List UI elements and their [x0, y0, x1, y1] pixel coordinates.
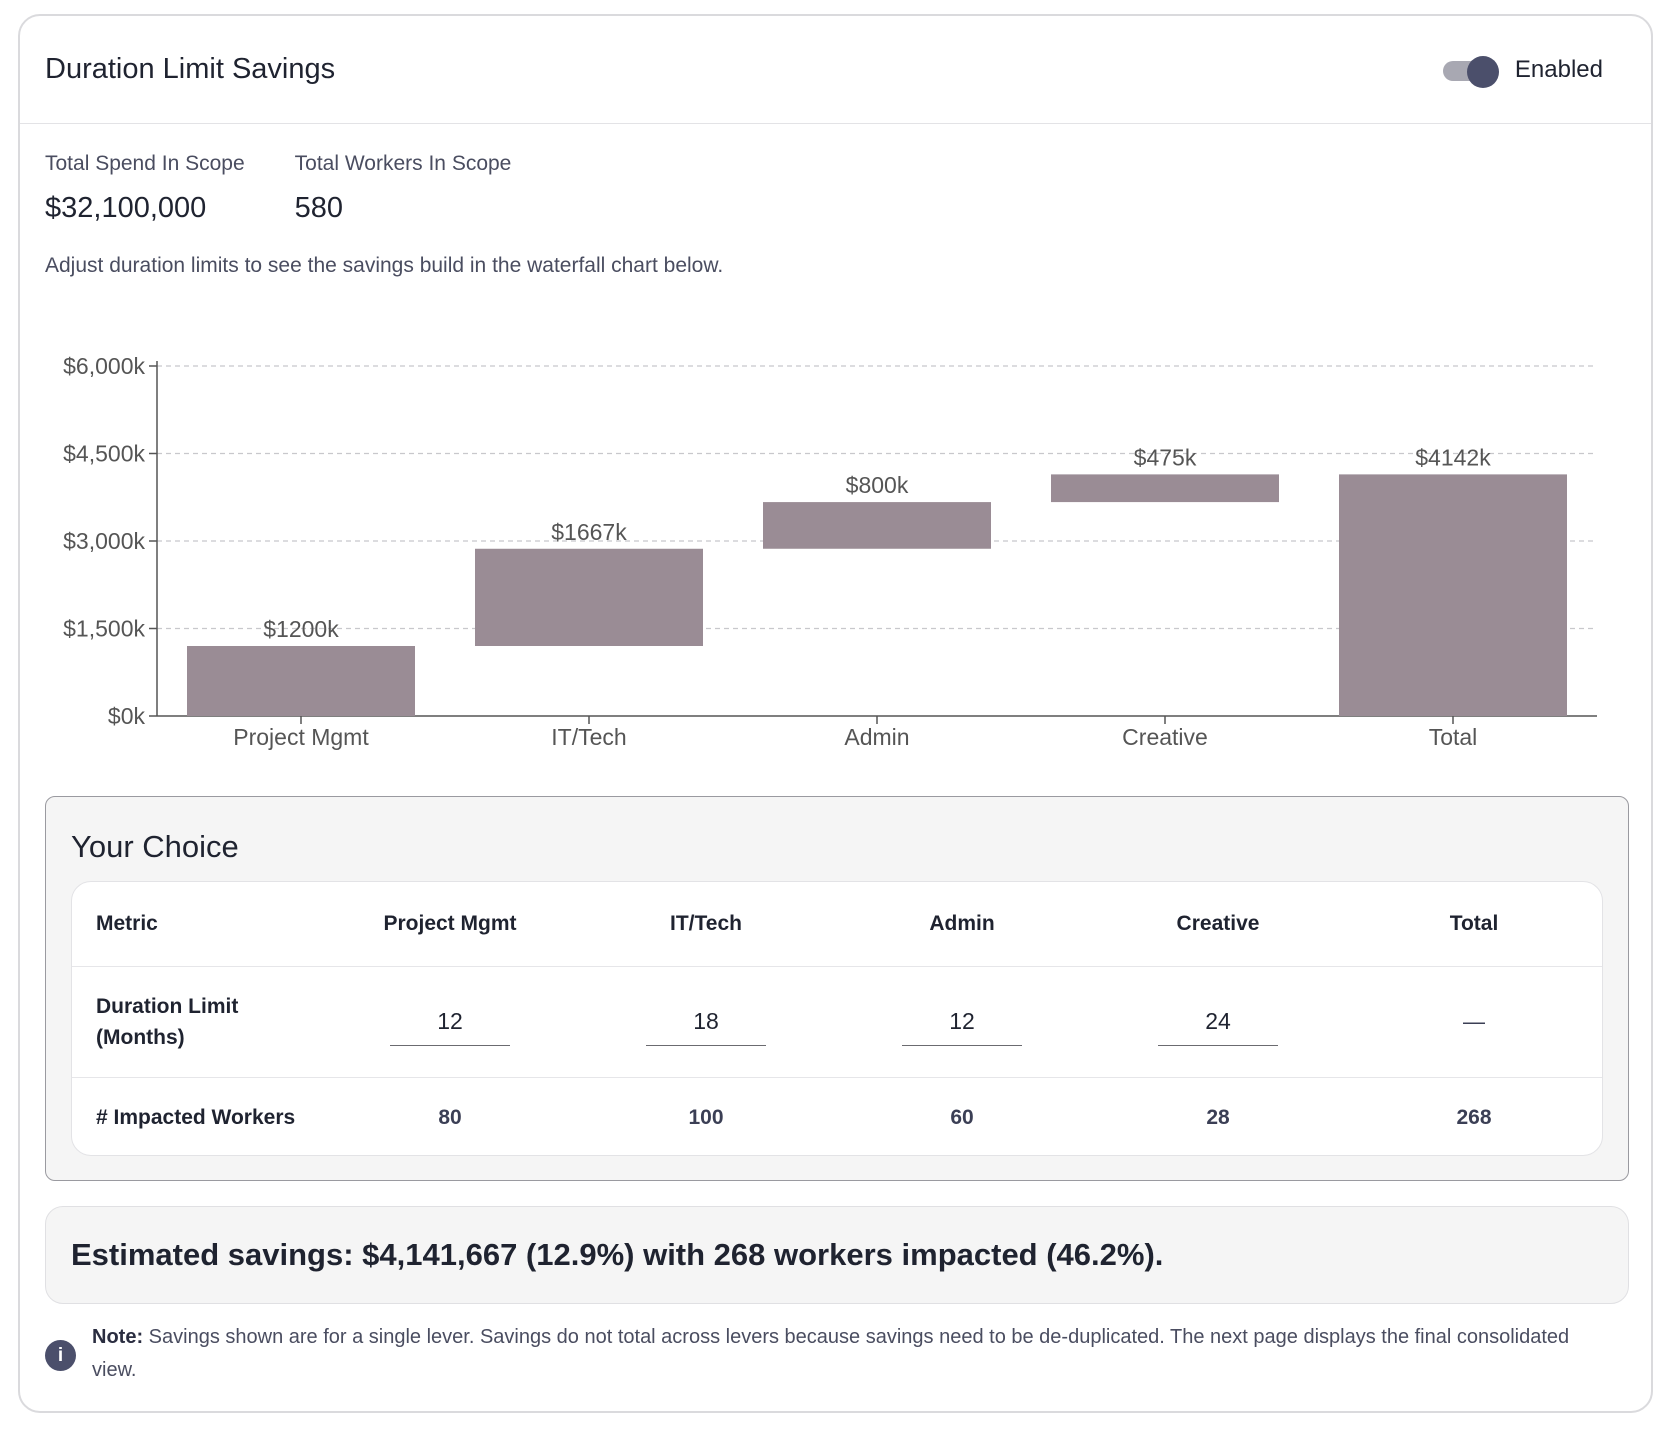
column-header-admin: Admin — [929, 912, 995, 935]
note-text: Note: Savings shown are for a single lev… — [92, 1321, 1605, 1387]
y-tick-label: $4,500k — [63, 441, 145, 467]
column-header-it-tech: IT/Tech — [670, 912, 742, 935]
cell-workers-total: 268 — [1456, 1105, 1492, 1129]
note: i Note: Savings shown are for a single l… — [45, 1321, 1605, 1387]
estimated-savings-summary: Estimated savings: $4,141,667 (12.9%) wi… — [45, 1206, 1629, 1304]
y-tick-label: $6,000k — [63, 353, 145, 379]
summary-text: Estimated savings: $4,141,667 (12.9%) wi… — [71, 1237, 1164, 1272]
duration-input-it-tech[interactable] — [646, 998, 766, 1046]
table-row-duration-limit: Duration Limit (Months) — — [72, 967, 1602, 1078]
cell-workers-admin: 60 — [950, 1105, 974, 1129]
info-icon: i — [45, 1340, 76, 1371]
toggle-label: Enabled — [1514, 55, 1603, 83]
bar-creative — [1051, 474, 1279, 503]
your-choice-title: Your Choice — [71, 829, 239, 864]
cell-duration-admin — [834, 967, 1090, 1077]
table-header-row: Metric Project Mgmt IT/Tech Admin Creati… — [72, 882, 1602, 967]
row-label-impacted-workers: # Impacted Workers — [96, 1105, 296, 1129]
stat-value: $32,100,000 — [45, 192, 207, 224]
column-header-total: Total — [1449, 912, 1499, 935]
x-tick-label: Admin — [844, 724, 909, 750]
data-label: $4142k — [1415, 444, 1491, 470]
cell-workers-it-tech: 100 — [688, 1105, 724, 1129]
y-tick-label: $0k — [108, 703, 146, 729]
y-tick-label: $3,000k — [63, 528, 145, 554]
stat-label: Total Spend In Scope — [45, 152, 245, 175]
waterfall-chart: $0k $1,500k $3,000k $4,500k $6,000k $1200k Pro… — [63, 353, 1597, 750]
card-header: Duration Limit Savings Enabled — [20, 16, 1651, 124]
cell-duration-project-mgmt — [322, 967, 578, 1077]
note-body: Savings shown are for a single lever. Sa… — [92, 1326, 1570, 1381]
stat-total-workers: Total Workers In Scope 580 — [295, 152, 512, 225]
data-label: $800k — [846, 472, 909, 498]
column-header-creative: Creative — [1176, 912, 1260, 935]
toggle-knob[interactable] — [1466, 55, 1499, 88]
row-label-duration-limit: Duration Limit (Months) — [72, 967, 322, 1077]
cell-duration-it-tech — [578, 967, 834, 1077]
duration-input-creative[interactable] — [1158, 998, 1278, 1046]
card-title: Duration Limit Savings — [45, 53, 336, 85]
y-tick-label: $1,500k — [63, 616, 145, 642]
cell-workers-project-mgmt: 80 — [438, 1105, 462, 1129]
bar-total — [1339, 474, 1567, 716]
bar-admin — [763, 502, 991, 549]
your-choice-panel: Your Choice Metric Project Mgmt IT/Tech … — [45, 796, 1629, 1181]
x-tick-label: IT/Tech — [551, 724, 626, 750]
duration-limit-savings-card: Duration Limit Savings Enabled Total Spe… — [18, 14, 1653, 1413]
stat-value: 580 — [294, 192, 344, 224]
cell-duration-total: — — [1346, 967, 1602, 1077]
x-tick-label: Total — [1429, 724, 1478, 750]
column-header-metric: Metric — [96, 912, 158, 935]
note-label: Note: — [92, 1326, 144, 1348]
scope-stats: Total Spend In Scope $32,100,000 Total W… — [45, 152, 511, 225]
duration-input-admin[interactable] — [902, 998, 1022, 1046]
data-label: $1667k — [551, 519, 627, 545]
choice-table: Metric Project Mgmt IT/Tech Admin Creati… — [71, 881, 1603, 1156]
enabled-toggle-group[interactable]: Enabled — [1442, 55, 1603, 88]
data-label: $475k — [1134, 444, 1197, 470]
table-row-impacted-workers: # Impacted Workers 80 100 60 28 268 — [72, 1078, 1602, 1155]
bar-it-tech — [475, 548, 703, 646]
cell-duration-creative — [1090, 967, 1346, 1077]
cell-workers-creative: 28 — [1206, 1105, 1230, 1129]
x-tick-label: Creative — [1122, 724, 1208, 750]
duration-total-value: — — [1463, 1009, 1485, 1034]
hint-text: Adjust duration limits to see the saving… — [45, 254, 724, 277]
row-label-line: Duration Limit — [96, 995, 239, 1018]
row-label-line: (Months) — [96, 1026, 185, 1049]
x-tick-label: Project Mgmt — [233, 724, 369, 750]
enabled-toggle-switch[interactable] — [1442, 55, 1499, 88]
bar-project-mgmt — [187, 646, 415, 716]
duration-input-project-mgmt[interactable] — [390, 998, 510, 1046]
stat-label: Total Workers In Scope — [294, 152, 512, 175]
stat-total-spend: Total Spend In Scope $32,100,000 — [45, 152, 245, 225]
data-label: $1200k — [263, 616, 339, 642]
column-header-project-mgmt: Project Mgmt — [383, 912, 517, 935]
